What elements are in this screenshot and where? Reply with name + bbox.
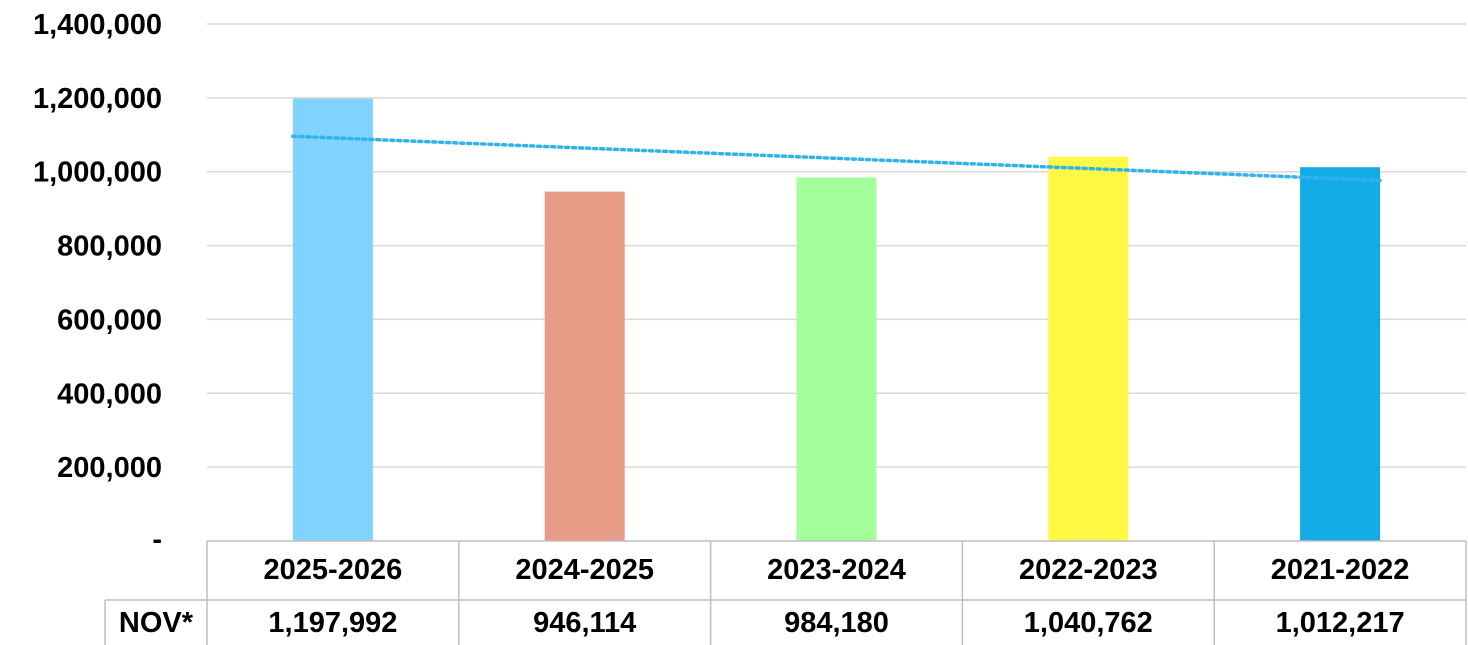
y-tick-label: 400,000 [57,378,162,410]
bar [796,177,877,541]
bar [544,191,625,541]
data-table: NOV* 2025-2026 1,197,992 2024-2025 946,114 20… [104,540,1467,645]
y-tick-label: 600,000 [57,304,162,336]
data-label: 1,012,217 [1276,607,1405,639]
trendline-path [291,134,1382,183]
data-label: 1,197,992 [268,607,397,639]
x-tick-label: 2025-2026 [264,554,403,586]
data-label: 946,114 [533,607,636,639]
bar [1048,156,1129,541]
data-label: 984,180 [784,607,889,639]
y-tick-label: 200,000 [57,452,162,484]
x-tick-label: 2023-2024 [767,554,906,586]
x-tick-label: 2022-2023 [1019,554,1158,586]
bar [1300,167,1381,541]
y-tick-label: - [152,524,162,556]
y-tick-label: 1,200,000 [33,83,162,115]
y-tick-label: 1,400,000 [33,9,162,41]
y-tick-label: 800,000 [57,231,162,263]
x-tick-label: 2021-2022 [1271,554,1410,586]
x-tick-label: 2024-2025 [515,554,654,586]
series-label: NOV* [119,607,194,639]
bar [292,98,373,542]
data-label: 1,040,762 [1024,607,1153,639]
bars [292,98,1381,542]
y-tick-label: 1,000,000 [33,157,162,189]
y-axis-tick-labels: - 200,000 400,000 600,000 800,000 1,000,000 1,… [33,9,162,556]
trendline [291,134,1382,183]
